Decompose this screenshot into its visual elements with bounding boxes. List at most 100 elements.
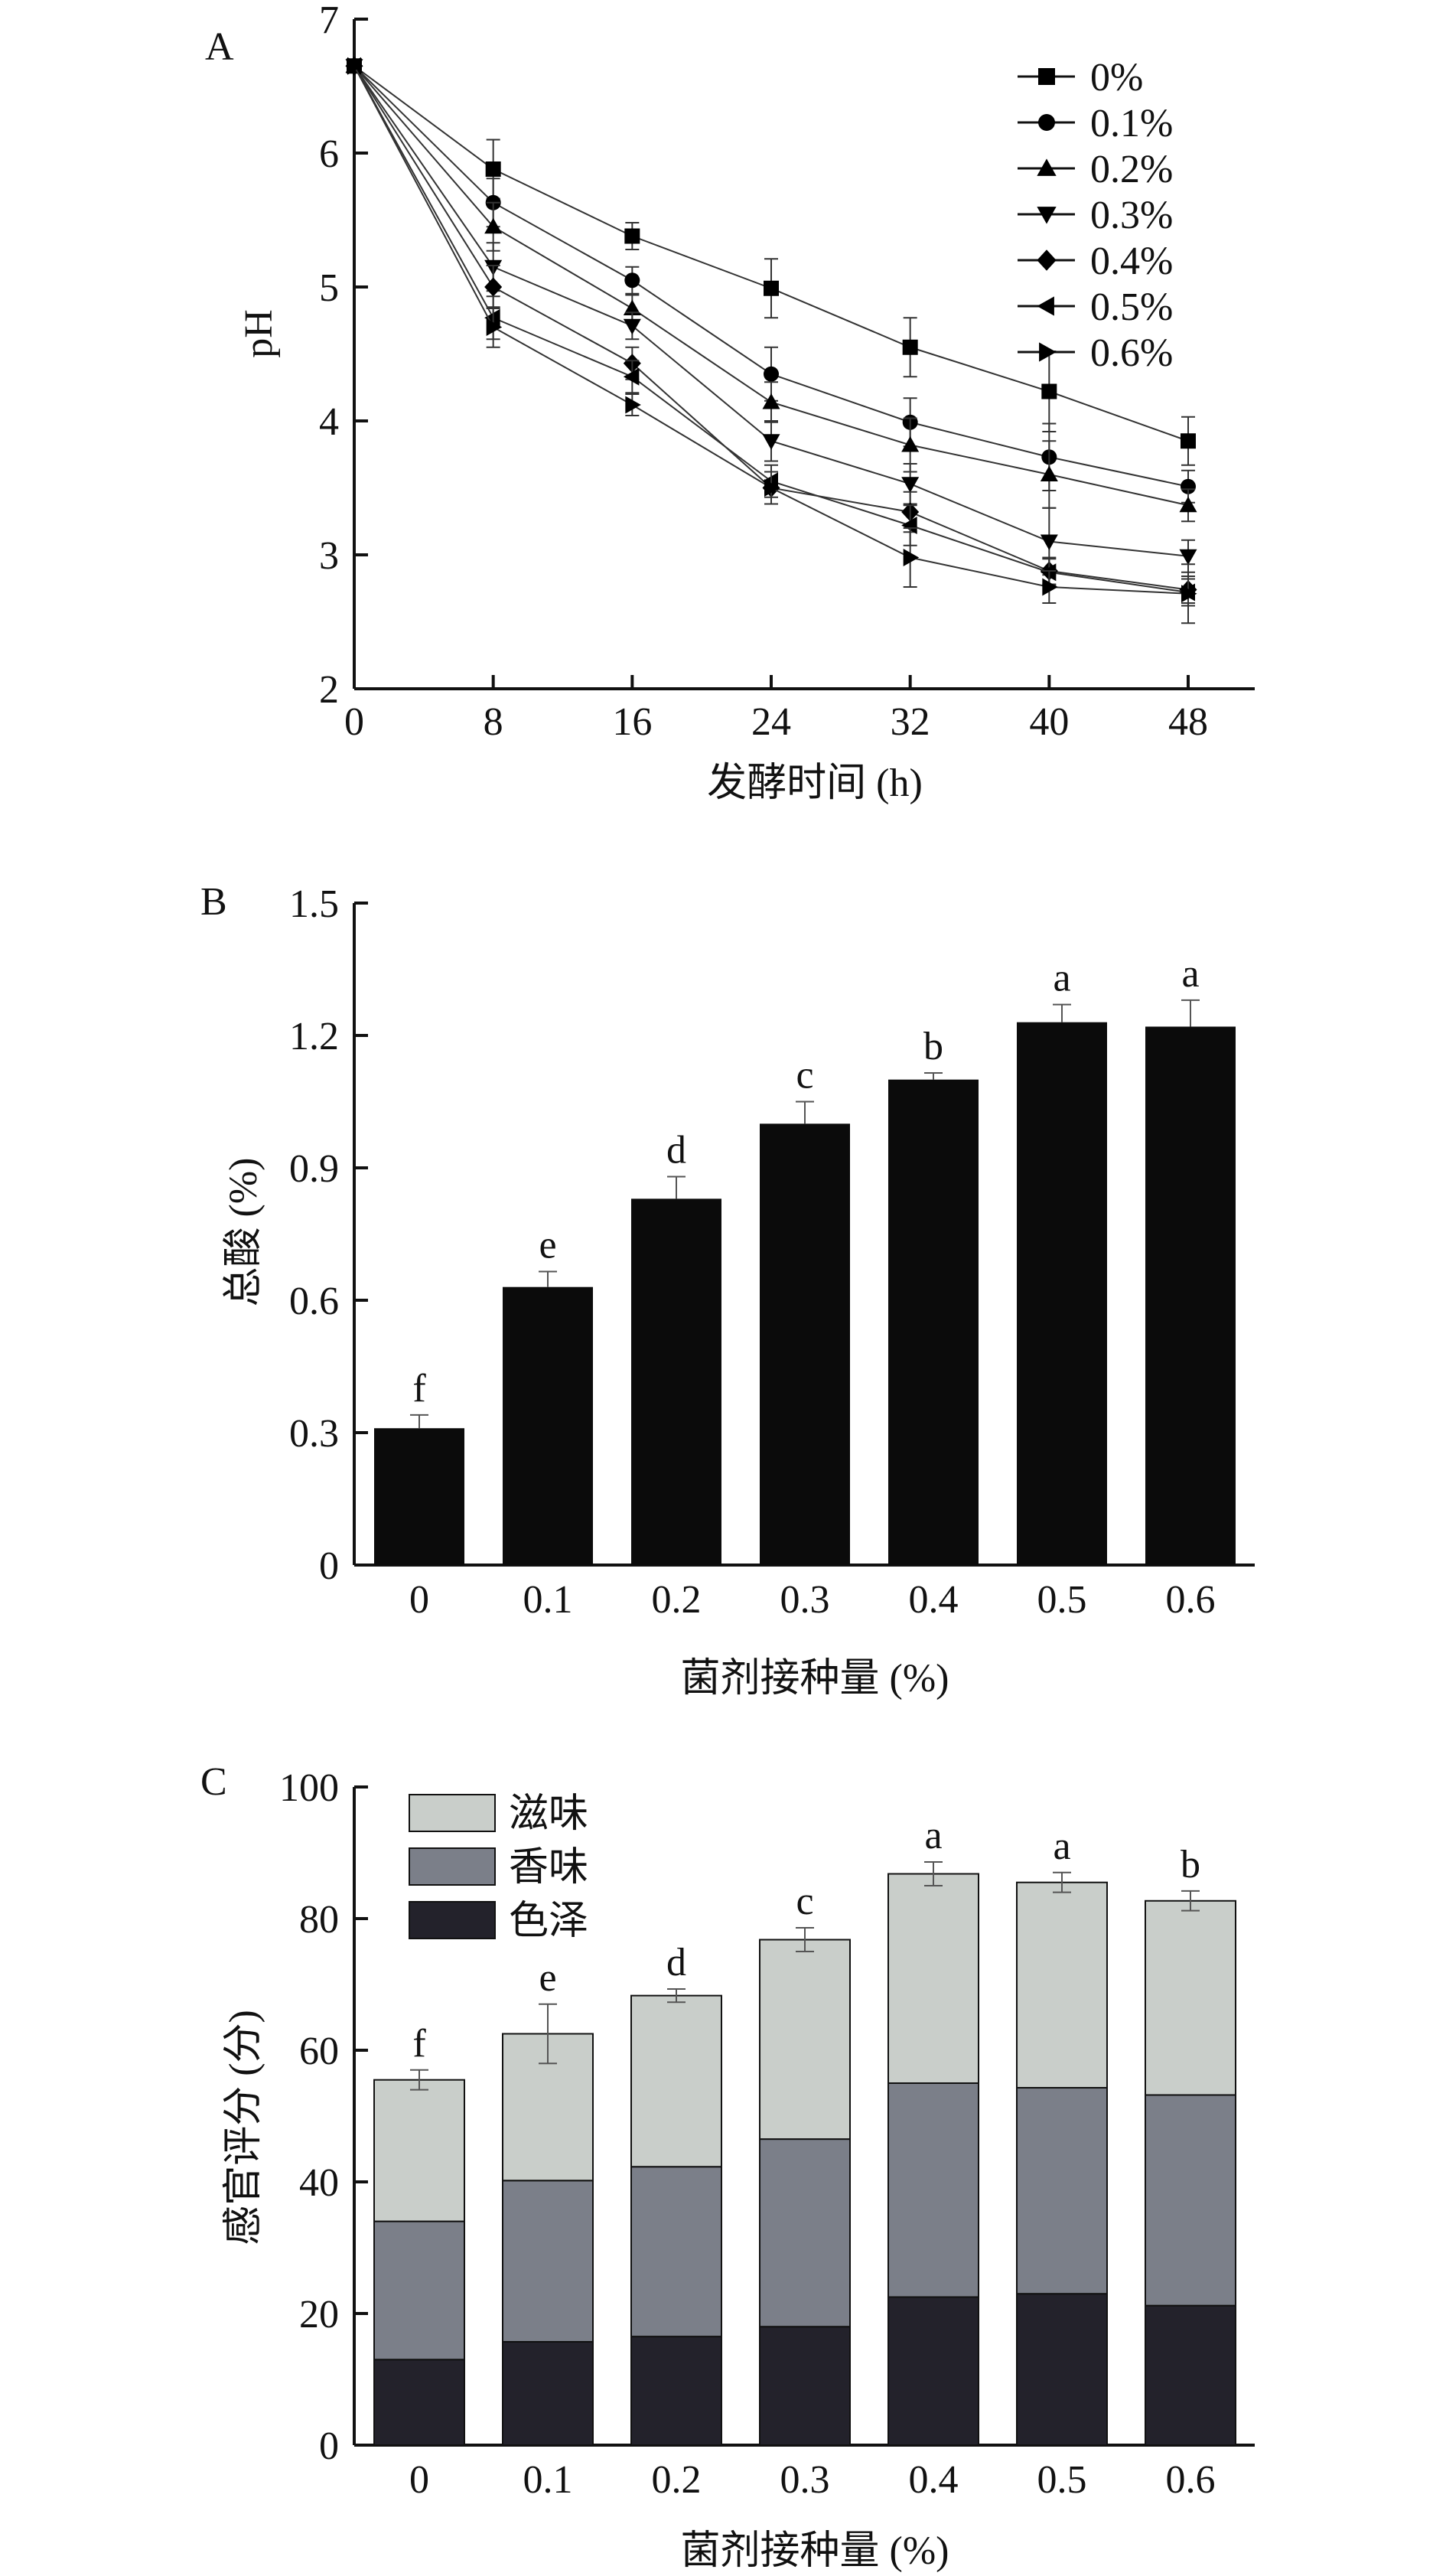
panel-b-ytick-label: 0.9 xyxy=(289,1147,339,1191)
panel-a-data-point xyxy=(484,308,500,327)
panel-a-data-point xyxy=(484,277,503,297)
panel-a-data-point xyxy=(623,318,641,335)
panel-c-ytick-label: 60 xyxy=(299,2030,339,2073)
panel-b-bar xyxy=(374,1428,464,1565)
panel-a-ytick-label: 2 xyxy=(319,668,339,712)
panel-a-legend-marker xyxy=(1037,249,1057,271)
panel-c-significance-letter: f xyxy=(412,2022,426,2066)
panel-c-significance-letter: a xyxy=(1053,1824,1070,1868)
panel-a-data-point xyxy=(1181,478,1196,494)
panel-b-bar xyxy=(1145,1026,1236,1565)
panel-a-legend-marker xyxy=(1037,158,1057,176)
panel-c-legend-swatch xyxy=(409,1794,496,1832)
panel-a-legend-marker xyxy=(1037,207,1057,224)
panel-a-data-point xyxy=(1179,549,1197,566)
panel-a-legend-label: 0.5% xyxy=(1090,285,1173,329)
panel-c-bar-segment xyxy=(1016,2087,1108,2295)
panel-a-legend-marker xyxy=(1038,68,1055,85)
panel-c-bar-segment xyxy=(759,2138,851,2328)
panel-c-bar-segment xyxy=(759,1939,851,2141)
panel-a-data-point xyxy=(762,393,780,409)
panel-a-data-point xyxy=(902,339,918,355)
panel-c-bar-segment xyxy=(887,2296,979,2446)
panel-a-data-point xyxy=(624,272,640,289)
panel-c-bar-segment xyxy=(1145,2094,1236,2307)
panel-b-xtick-label: 0.5 xyxy=(1037,1578,1087,1622)
panel-a-label: A xyxy=(205,25,234,69)
panel-c-xlabel: 菌剂接种量 (%) xyxy=(681,2529,949,2573)
panel-c-significance-letter: b xyxy=(1181,1843,1200,1886)
panel-a-ytick-label: 3 xyxy=(319,534,339,578)
panel-a-xtick-label: 48 xyxy=(1168,700,1208,744)
panel-a-data-point xyxy=(764,479,780,497)
panel-a-data-point xyxy=(1181,585,1197,603)
panel-b-bar xyxy=(503,1286,593,1565)
panel-c-bar-segment xyxy=(630,2336,722,2447)
panel-a-data-point xyxy=(623,299,641,315)
panel-c-bar-segment xyxy=(630,1994,722,2168)
panel-b-significance-letter: d xyxy=(666,1129,686,1172)
panel-b-xtick-label: 0.6 xyxy=(1166,1578,1216,1622)
panel-a-data-point xyxy=(1040,534,1058,550)
panel-a-legend-marker xyxy=(1037,296,1054,316)
panel-a-data-point xyxy=(1181,433,1196,449)
panel-a-data-point xyxy=(764,280,779,296)
panel-a-data-point xyxy=(485,161,501,177)
panel-c-ytick-label: 100 xyxy=(279,1766,339,1810)
panel-b-significance-letter: a xyxy=(1053,957,1070,1000)
panel-c-bar-segment xyxy=(1016,2293,1108,2446)
panel-b-xtick-label: 0.1 xyxy=(523,1578,573,1622)
panel-c-legend-label: 滋味 xyxy=(509,1792,588,1836)
panel-c-bar-segment xyxy=(1145,2304,1236,2446)
panel-b-ytick-label: 0.6 xyxy=(289,1280,339,1323)
panel-b-significance-letter: f xyxy=(412,1367,426,1410)
panel-b-bar xyxy=(631,1198,721,1565)
panel-a-data-point xyxy=(1042,578,1058,596)
panel-c-xtick-label: 0.1 xyxy=(523,2458,573,2502)
panel-c-bar-segment xyxy=(759,2326,851,2446)
panel-a-series-line xyxy=(353,65,1189,595)
panel-a-legend-label: 0.1% xyxy=(1090,102,1173,145)
panel-b-ytick-label: 1.2 xyxy=(289,1015,339,1058)
panel-a-ytick-label: 5 xyxy=(319,266,339,310)
panel-c-ytick-label: 80 xyxy=(299,1898,339,1942)
panel-a-data-point xyxy=(901,436,920,452)
panel-a-legend-marker xyxy=(1039,342,1057,362)
panel-c-legend-swatch xyxy=(409,1847,496,1886)
panel-c-bar-segment xyxy=(630,2166,722,2338)
panel-a-data-point xyxy=(623,367,640,386)
panel-a-ylabel: pH xyxy=(237,309,281,358)
panel-a-data-point xyxy=(484,217,503,234)
panel-c-significance-letter: d xyxy=(666,1941,686,1984)
panel-c-significance-letter: a xyxy=(924,1814,942,1857)
panel-c-ylabel: 感官评分 (分) xyxy=(222,2010,265,2245)
panel-a-xtick-label: 40 xyxy=(1029,700,1069,744)
panel-a-legend-label: 0.6% xyxy=(1090,331,1173,375)
panel-a-data-point xyxy=(486,318,503,336)
panel-c-ytick-label: 20 xyxy=(299,2293,339,2336)
panel-a-legend-label: 0.2% xyxy=(1090,148,1173,191)
panel-b-xtick-label: 0 xyxy=(409,1578,429,1622)
panel-a-xtick-label: 24 xyxy=(751,700,791,744)
panel-b-bar xyxy=(760,1123,850,1565)
panel-c-bar-segment xyxy=(502,2340,594,2446)
panel-c-xtick-label: 0.2 xyxy=(652,2458,702,2502)
panel-a-data-point xyxy=(903,549,920,566)
panel-b-ylabel: 总酸 (%) xyxy=(222,1158,265,1307)
panel-c-legend-label: 香味 xyxy=(509,1846,588,1890)
panel-b-significance-letter: e xyxy=(539,1224,556,1267)
panel-a-legend-marker xyxy=(1038,114,1055,131)
panel-a-ytick-label: 7 xyxy=(319,0,339,42)
panel-c-bar-segment xyxy=(373,2079,465,2222)
panel-c-ytick-label: 40 xyxy=(299,2161,339,2205)
panel-c-xtick-label: 0.5 xyxy=(1037,2458,1087,2502)
panel-b-significance-letter: b xyxy=(923,1025,943,1068)
panel-c-stacked-bar-chart: C 感官评分 (分) 菌剂接种量 (%) 0 20 40 60 80 100 f 0 e 0.1 d… xyxy=(200,1760,1255,2573)
panel-b-bar xyxy=(1017,1022,1107,1565)
panel-c-bar-segment xyxy=(502,2180,594,2343)
panel-c-bar-segment xyxy=(373,2220,465,2361)
panel-a-data-point xyxy=(764,366,779,382)
panel-a-legend-label: 0% xyxy=(1090,56,1143,99)
